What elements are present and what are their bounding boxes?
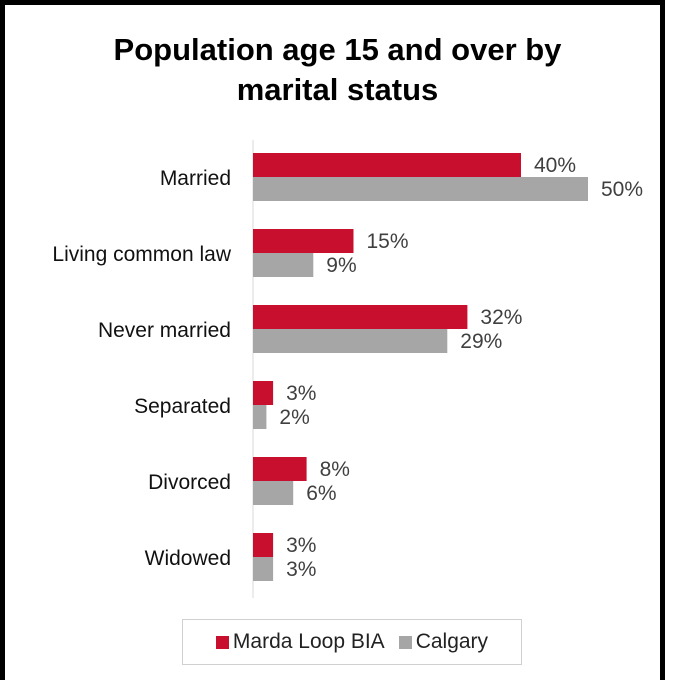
category-label-separated: Separated: [134, 395, 231, 418]
data-label-marda-loop-bia-living-common-law: 15%: [367, 230, 409, 253]
legend-swatch-calgary: [398, 635, 412, 649]
data-label-marda-loop-bia-never-married: 32%: [480, 306, 522, 329]
bar-marda-loop-bia-divorced: [253, 457, 307, 481]
bar-marda-loop-bia-living-common-law: [253, 229, 354, 253]
bar-marda-loop-bia-married: [253, 153, 521, 177]
bar-calgary-married: [253, 177, 588, 201]
bar-marda-loop-bia-separated: [253, 381, 274, 405]
data-label-marda-loop-bia-married: 40%: [534, 154, 576, 177]
bar-marda-loop-bia-widowed: [253, 533, 274, 557]
data-label-calgary-married: 50%: [601, 178, 643, 201]
data-label-calgary-never-married: 29%: [460, 330, 502, 353]
data-label-calgary-living-common-law: 9%: [326, 254, 356, 277]
chart-title-line-2: marital status: [236, 72, 439, 107]
bar-marda-loop-bia-never-married: [253, 305, 468, 329]
bar-calgary-living-common-law: [253, 253, 314, 277]
bar-chart-plot: Married 40% 50% Living common law 15% 9% Never…: [52, 140, 643, 598]
legend-label-calgary: Calgary: [415, 630, 489, 653]
bar-calgary-widowed: [253, 557, 274, 581]
bar-calgary-never-married: [253, 329, 448, 353]
bar-calgary-divorced: [253, 481, 294, 505]
legend-swatch-marda-loop: [215, 635, 229, 649]
category-label-divorced: Divorced: [148, 471, 231, 494]
chart-legend: Marda Loop BIA Calgary: [182, 619, 522, 665]
data-label-marda-loop-bia-separated: 3%: [286, 382, 316, 405]
chart-title: Population age 15 and over by marital st…: [0, 30, 675, 110]
legend-item-calgary: Calgary: [398, 630, 489, 654]
bar-calgary-separated: [253, 405, 267, 429]
data-label-marda-loop-bia-divorced: 8%: [320, 458, 350, 481]
legend-label-marda-loop: Marda Loop BIA: [232, 630, 385, 653]
chart-title-line-1: Population age 15 and over by: [113, 32, 562, 67]
category-label-married: Married: [160, 167, 231, 190]
category-label-living-common-law: Living common law: [52, 243, 231, 266]
data-label-calgary-widowed: 3%: [286, 558, 316, 581]
data-label-marda-loop-bia-widowed: 3%: [286, 534, 316, 557]
category-label-widowed: Widowed: [145, 547, 231, 570]
legend-item-marda-loop: Marda Loop BIA: [215, 630, 385, 654]
category-label-never-married: Never married: [98, 319, 231, 342]
data-label-calgary-divorced: 6%: [306, 482, 336, 505]
data-label-calgary-separated: 2%: [279, 406, 309, 429]
